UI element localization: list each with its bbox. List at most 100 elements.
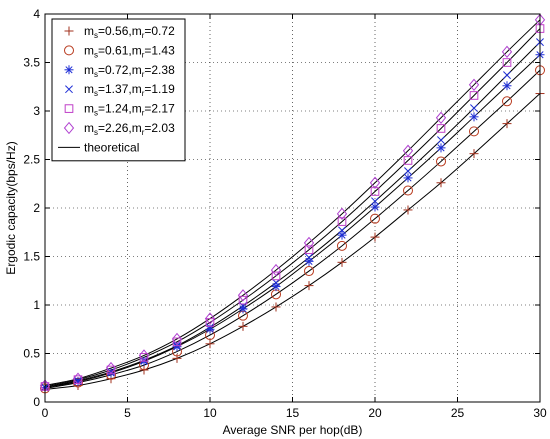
legend-entry-1: ms=0.56,mr=0.72 xyxy=(84,24,175,40)
legend-entry-part: s xyxy=(94,31,98,40)
legend-entry-part: =0.56,m xyxy=(98,24,142,38)
series-6-point xyxy=(237,289,249,302)
series-6-point xyxy=(369,176,381,189)
series-3-point xyxy=(271,282,281,292)
series-6-point xyxy=(435,111,447,124)
x-tick-label: 30 xyxy=(533,406,547,420)
y-tick-label: 2.5 xyxy=(23,153,40,167)
axis-ticks: 0 5 10 15 20 25 30 0 0.5 1 1.5 2 2.5 3 3.5 4 xyxy=(23,7,547,420)
legend-entry-part: s xyxy=(94,70,98,79)
legend-entry-theoretical: theoretical xyxy=(84,140,139,154)
theoretical-curve-1 xyxy=(44,93,541,390)
x-tick-label: 20 xyxy=(368,406,382,420)
legend-entry-part: m xyxy=(84,63,94,77)
series-3-point xyxy=(436,143,446,153)
series-1-point xyxy=(304,281,314,291)
series-1-point xyxy=(238,321,248,331)
series-1-point xyxy=(172,353,182,363)
legend-entry-part: m xyxy=(84,43,94,57)
y-tick-label: 4 xyxy=(33,7,40,21)
series-2-point xyxy=(337,240,347,251)
x-tick-label: 15 xyxy=(286,406,300,420)
series-2-point xyxy=(304,266,314,277)
legend-marker-5 xyxy=(64,104,74,113)
y-tick-label: 2 xyxy=(33,201,40,215)
legend-entry-part: r xyxy=(142,50,145,59)
legend-entry-part: s xyxy=(94,128,98,137)
series-1-point xyxy=(403,205,413,215)
series-6-point xyxy=(171,332,183,346)
series-4-point xyxy=(206,323,214,332)
series-4-point xyxy=(437,136,445,145)
series-5-point xyxy=(304,245,314,255)
series-6-point xyxy=(402,144,414,157)
legend-entry-part: =2.26,m xyxy=(98,121,142,135)
series-5-point xyxy=(436,124,446,133)
y-tick-label: 1.5 xyxy=(23,250,40,264)
legend-marker-6 xyxy=(63,121,75,135)
series-6-point xyxy=(336,207,348,221)
series-6-point xyxy=(138,349,150,362)
legend-entry-5: ms=1.24,mr=2.17 xyxy=(84,102,175,118)
series-6-point xyxy=(501,45,513,59)
legend-entry-part: =0.61,m xyxy=(98,43,142,57)
legend-box xyxy=(51,18,186,162)
legend-entry-part: s xyxy=(94,50,98,59)
legend-entry-part: =1.37,m xyxy=(98,82,142,96)
legend-entry-part: s xyxy=(94,109,98,118)
theoretical-curve-6 xyxy=(44,19,541,386)
series-6-point xyxy=(468,78,480,91)
y-tick-label: 0.5 xyxy=(23,347,40,361)
series-5-point xyxy=(271,271,281,281)
series-5-point xyxy=(205,318,215,327)
legend-entry-2: ms=0.61,mr=1.43 xyxy=(84,43,175,59)
x-tick-label: 10 xyxy=(203,406,217,420)
x-tick-label: 5 xyxy=(124,406,131,420)
theoretical-curve-2 xyxy=(44,69,541,389)
legend-entry-part: =1.43 xyxy=(144,43,175,57)
theoretical-curve-4 xyxy=(44,41,541,388)
series-4-point xyxy=(503,71,511,80)
series-3-point xyxy=(502,81,512,91)
legend-marker-1 xyxy=(64,26,74,36)
legend-entry-part: r xyxy=(142,70,145,79)
series-3-point xyxy=(304,256,314,266)
y-tick-label: 0 xyxy=(33,395,40,409)
legend-entry-part: m xyxy=(84,82,94,96)
series-3-point xyxy=(337,230,347,240)
series-3-point xyxy=(370,202,380,212)
data-markers xyxy=(39,13,546,394)
series-1-point xyxy=(370,232,380,242)
legend-entry-6: ms=2.26,mr=2.03 xyxy=(84,121,175,137)
y-tick-label: 1 xyxy=(33,298,40,312)
series-6-point xyxy=(204,312,216,325)
series-4-point xyxy=(470,104,478,113)
series-3-point xyxy=(469,112,479,122)
legend-entry-part: =2.03 xyxy=(144,121,175,135)
series-2-point xyxy=(403,185,413,196)
legend-entry-part: m xyxy=(84,102,94,116)
series-5-point xyxy=(172,337,182,347)
series-2-point xyxy=(469,126,479,137)
series-2-point xyxy=(502,96,512,107)
series-1-point xyxy=(271,302,281,312)
series-4-point xyxy=(305,253,313,262)
series-4-point xyxy=(404,167,412,176)
series-2-point xyxy=(370,213,380,224)
series-5-point xyxy=(337,217,347,226)
legend-entry-part: r xyxy=(142,128,145,137)
x-axis-label: Average SNR per hop(dB) xyxy=(223,423,363,437)
legend: ms=0.56,mr=0.72ms=0.61,mr=1.43ms=0.72,mr… xyxy=(51,18,186,162)
x-tick-label: 0 xyxy=(42,406,49,420)
y-tick-label: 3 xyxy=(33,104,40,118)
series-5-point xyxy=(502,58,512,67)
series-3-point xyxy=(172,342,182,352)
y-tick-label: 3.5 xyxy=(23,56,40,70)
legend-entry-part: s xyxy=(94,89,98,98)
series-5-point xyxy=(469,91,479,100)
series-6-point xyxy=(270,263,282,277)
legend-entry-part: r xyxy=(142,31,145,40)
legend-entry-part: =0.72 xyxy=(144,24,175,38)
theoretical-curve-3 xyxy=(44,54,541,388)
